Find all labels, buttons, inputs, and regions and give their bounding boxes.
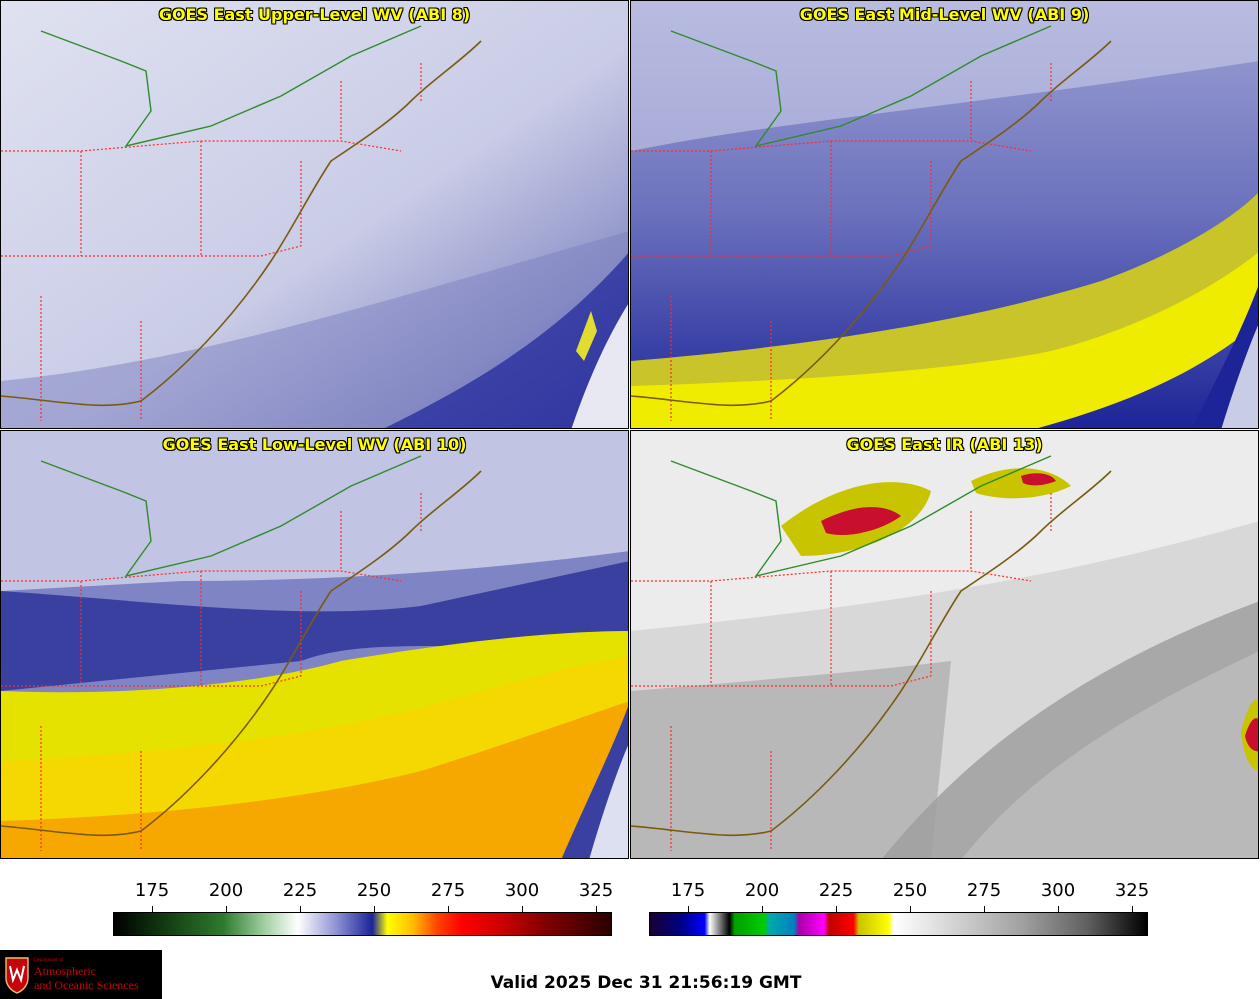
tick-label: 325	[578, 880, 614, 901]
tick-label: 300	[1040, 880, 1076, 901]
colorbar-wv	[113, 912, 612, 936]
tick-mark	[152, 906, 153, 912]
tick-label: 250	[892, 880, 928, 901]
tick-mark	[522, 906, 523, 912]
tick-mark	[374, 906, 375, 912]
panel-title: GOES East Low-Level WV (ABI 10)	[162, 435, 467, 454]
tick-label: 300	[504, 880, 540, 901]
tick-mark	[448, 906, 449, 912]
tick-label: 325	[1114, 880, 1150, 901]
tick-mark	[836, 906, 837, 912]
panel-low-wv: GOES East Low-Level WV (ABI 10)	[0, 430, 629, 859]
tick-label: 275	[966, 880, 1002, 901]
panel-title: GOES East Upper-Level WV (ABI 8)	[158, 5, 471, 24]
tick-mark	[1132, 906, 1133, 912]
map-low-wv	[1, 431, 628, 858]
tick-label: 225	[818, 880, 854, 901]
uw-crest-icon	[5, 957, 29, 994]
logo-text-line1: Atmospheric	[34, 964, 96, 978]
panel-mid-wv: GOES East Mid-Level WV (ABI 9)	[630, 0, 1259, 429]
colorbar-ir	[649, 912, 1148, 936]
map-ir	[631, 431, 1258, 858]
tick-mark	[910, 906, 911, 912]
tick-mark	[596, 906, 597, 912]
tick-label: 200	[208, 880, 244, 901]
tick-label: 250	[356, 880, 392, 901]
tick-label: 175	[670, 880, 706, 901]
panel-title: GOES East Mid-Level WV (ABI 9)	[799, 5, 1090, 24]
tick-label: 225	[282, 880, 318, 901]
panel-title: GOES East IR (ABI 13)	[846, 435, 1043, 454]
tick-label: 175	[134, 880, 170, 901]
aos-logo: Department of Atmospheric and Oceanic Sc…	[0, 950, 162, 999]
colorbar-ir-ticks: 175 200 225 250 275 300 325	[649, 880, 1150, 912]
panel-upper-wv: GOES East Upper-Level WV (ABI 8)	[0, 0, 629, 429]
logo-text-line2: and Oceanic Sciences	[34, 978, 139, 992]
valid-time: Valid 2025 Dec 31 21:56:19 GMT	[490, 973, 802, 993]
logo-dept-text: Department of	[34, 958, 64, 963]
tick-label: 275	[430, 880, 466, 901]
tick-mark	[300, 906, 301, 912]
tick-mark	[226, 906, 227, 912]
tick-mark	[688, 906, 689, 912]
tick-label: 200	[744, 880, 780, 901]
map-upper-wv	[1, 1, 628, 428]
panel-ir: GOES East IR (ABI 13)	[630, 430, 1259, 859]
map-mid-wv	[631, 1, 1258, 428]
colorbar-wv-ticks: 175 200 225 250 275 300 325	[113, 880, 614, 912]
tick-mark	[984, 906, 985, 912]
tick-mark	[762, 906, 763, 912]
tick-mark	[1058, 906, 1059, 912]
